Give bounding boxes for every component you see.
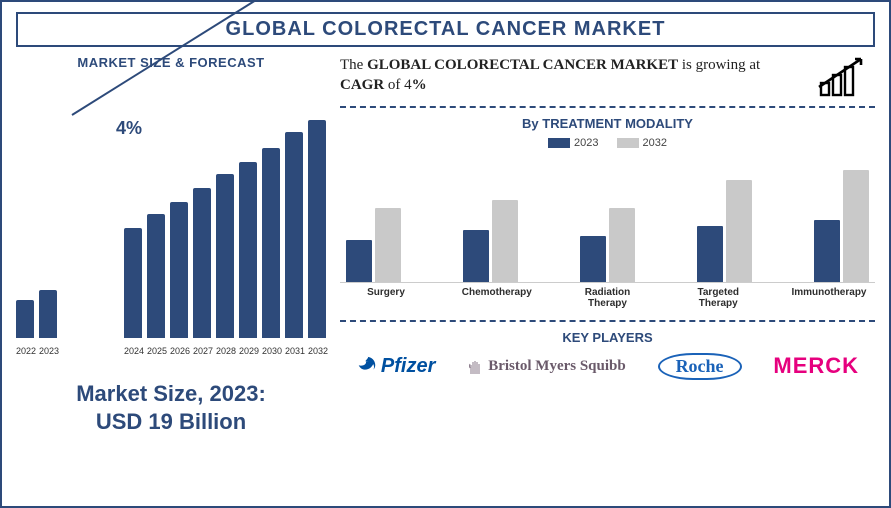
logo-roche: Roche xyxy=(658,353,742,380)
bms-hand-icon xyxy=(467,356,485,376)
modality-bar-2023 xyxy=(580,236,606,282)
forecast-bars xyxy=(16,108,326,338)
forecast-bar-2030 xyxy=(262,148,280,338)
forecast-bar-2025 xyxy=(147,214,165,338)
modality-bar-2023 xyxy=(697,226,723,282)
market-size-line2: USD 19 Billion xyxy=(16,408,326,436)
columns: MARKET SIZE & FORECAST 4% 20222023202420… xyxy=(16,55,875,435)
modality-bar-2032 xyxy=(843,170,869,282)
legend-label-2032: 2032 xyxy=(643,137,667,149)
modality-group-surgery xyxy=(346,208,401,282)
forecast-bar-2031 xyxy=(285,132,303,338)
forecast-bar-2024 xyxy=(124,228,142,338)
forecast-bar-2028 xyxy=(216,174,234,338)
blurb-mid: is growing at xyxy=(678,57,760,73)
modality-label: Surgery xyxy=(346,287,426,310)
modality-bar-2032 xyxy=(375,208,401,282)
logo-pfizer-text: Pfizer xyxy=(381,355,435,378)
modality-bar-2032 xyxy=(726,180,752,282)
modality-title: By TREATMENT MODALITY xyxy=(340,116,875,131)
modality-bar-2023 xyxy=(463,230,489,282)
blurb-prefix: The xyxy=(340,57,367,73)
forecast-tick-2026: 2026 xyxy=(170,346,188,356)
modality-label: Immunotherapy xyxy=(789,287,869,310)
forecast-bar-2029 xyxy=(239,162,257,338)
modality-legend: 2023 2032 xyxy=(340,137,875,149)
modality-label: Radiation Therapy xyxy=(568,287,648,310)
left-column: MARKET SIZE & FORECAST 4% 20222023202420… xyxy=(16,55,326,435)
growth-icon xyxy=(815,53,871,106)
market-size-block: Market Size, 2023: USD 19 Billion xyxy=(16,380,326,435)
modality-x-labels: Surgery Chemotherapy Radiation Therapy Targ… xyxy=(340,283,875,310)
legend-swatch-2023 xyxy=(548,138,570,148)
forecast-bar-2032 xyxy=(308,120,326,338)
forecast-bar-2023 xyxy=(39,290,57,338)
forecast-tick-2022: 2022 xyxy=(16,346,34,356)
modality-group-targeted-therapy xyxy=(697,180,752,282)
market-size-line1: Market Size, 2023: xyxy=(16,380,326,408)
forecast-chart: 4% 2022202320242025202620272028202920302… xyxy=(16,76,326,356)
growth-blurb: The GLOBAL COLORECTAL CANCER MARKET is g… xyxy=(340,55,875,96)
modality-group-radiation-therapy xyxy=(580,208,635,282)
logo-roche-text: Roche xyxy=(676,356,724,376)
logo-bms: Bristol Myers Squibb xyxy=(467,356,626,376)
forecast-bar-2026 xyxy=(170,202,188,338)
logo-merck: MERCK xyxy=(773,353,859,379)
legend-item-2032: 2032 xyxy=(617,137,667,149)
pfizer-swirl-icon xyxy=(356,355,378,377)
legend-item-2023: 2023 xyxy=(548,137,598,149)
divider-1 xyxy=(340,106,875,108)
logo-pfizer: Pfizer xyxy=(356,355,435,378)
blurb-mid2: of 4 xyxy=(384,77,412,93)
modality-bar-2023 xyxy=(814,220,840,282)
modality-bar-2023 xyxy=(346,240,372,282)
modality-group-chemotherapy xyxy=(463,200,518,282)
forecast-tick-2023: 2023 xyxy=(39,346,57,356)
right-column: The GLOBAL COLORECTAL CANCER MARKET is g… xyxy=(340,55,875,435)
title-box: GLOBAL COLORECTAL CANCER MARKET xyxy=(16,12,875,47)
forecast-tick-2027: 2027 xyxy=(193,346,211,356)
divider-2 xyxy=(340,320,875,322)
main-title: GLOBAL COLORECTAL CANCER MARKET xyxy=(18,18,873,41)
logo-bms-text: Bristol Myers Squibb xyxy=(488,358,626,375)
modality-group-immunotherapy xyxy=(814,170,869,282)
blurb-bold3: % xyxy=(412,77,427,93)
forecast-x-ticks: 2022 2023 2024 2025 2026 2027 2028 2029 2030 2031… xyxy=(16,346,326,356)
forecast-tick-2024: 2024 xyxy=(124,346,142,356)
forecast-section-label: MARKET SIZE & FORECAST xyxy=(16,55,326,70)
legend-label-2023: 2023 xyxy=(574,137,598,149)
modality-label: Chemotherapy xyxy=(457,287,537,310)
logo-merck-text: MERCK xyxy=(773,353,859,378)
forecast-tick-2032: 2032 xyxy=(308,346,326,356)
legend-swatch-2032 xyxy=(617,138,639,148)
forecast-tick-2028: 2028 xyxy=(216,346,234,356)
blurb-bold2: CAGR xyxy=(340,77,384,93)
key-players-logos: Pfizer Bristol Myers Squibb Roche MERCK xyxy=(340,353,875,380)
forecast-bar-2022 xyxy=(16,300,34,338)
forecast-tick-2030: 2030 xyxy=(262,346,280,356)
modality-label: Targeted Therapy xyxy=(678,287,758,310)
forecast-tick-2025: 2025 xyxy=(147,346,165,356)
infographic-frame: GLOBAL COLORECTAL CANCER MARKET MARKET S… xyxy=(0,0,891,508)
forecast-tick-2031: 2031 xyxy=(285,346,303,356)
blurb-bold1: GLOBAL COLORECTAL CANCER MARKET xyxy=(367,57,678,73)
forecast-tick-2029: 2029 xyxy=(239,346,257,356)
key-players-title: KEY PLAYERS xyxy=(340,330,875,345)
modality-bar-2032 xyxy=(492,200,518,282)
modality-chart xyxy=(340,153,875,283)
forecast-bar-2027 xyxy=(193,188,211,338)
modality-bar-2032 xyxy=(609,208,635,282)
